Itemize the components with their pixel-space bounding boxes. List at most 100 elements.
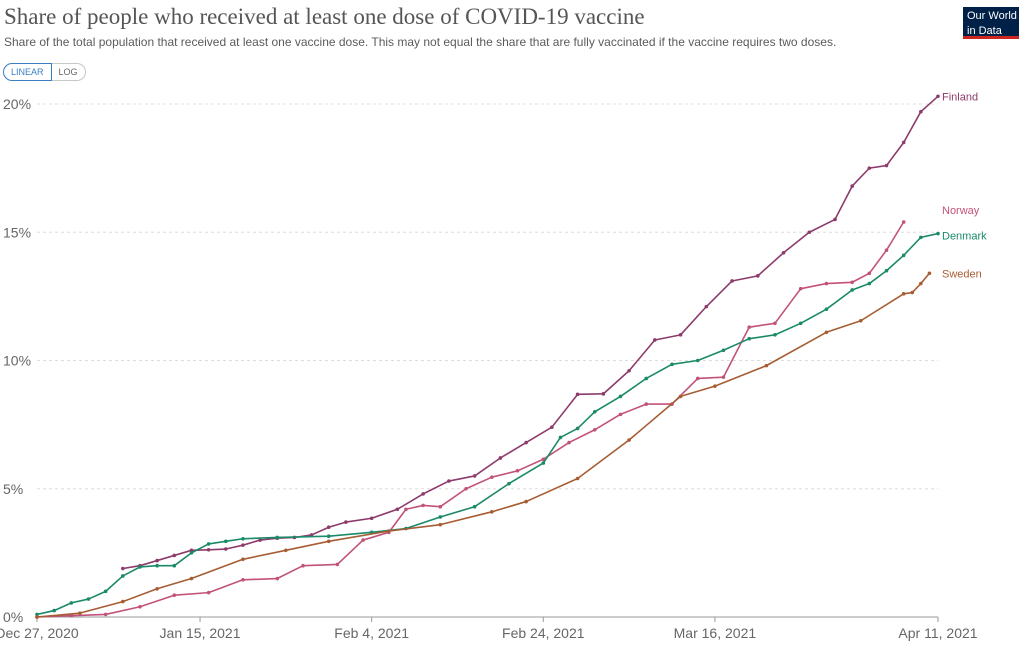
data-point-denmark[interactable]	[575, 426, 580, 431]
data-point-sweden[interactable]	[438, 522, 443, 527]
data-point-norway[interactable]	[241, 578, 245, 582]
data-point-denmark[interactable]	[644, 376, 649, 381]
data-point-denmark[interactable]	[103, 589, 108, 594]
data-point-denmark[interactable]	[850, 288, 854, 292]
data-point-denmark[interactable]	[919, 235, 923, 240]
data-point-norway[interactable]	[515, 468, 520, 473]
data-point-denmark[interactable]	[438, 515, 443, 519]
data-point-finland[interactable]	[155, 558, 159, 563]
data-point-finland[interactable]	[550, 425, 554, 429]
series-label-denmark[interactable]: Denmark	[942, 231, 987, 243]
data-point-finland[interactable]	[524, 440, 528, 445]
data-point-norway[interactable]	[592, 427, 597, 432]
data-point-norway[interactable]	[421, 503, 425, 508]
data-point-finland[interactable]	[730, 279, 734, 283]
data-point-norway[interactable]	[138, 604, 142, 609]
data-point-sweden[interactable]	[189, 576, 194, 581]
data-point-denmark[interactable]	[592, 410, 597, 414]
data-point-finland[interactable]	[627, 368, 631, 373]
data-point-denmark[interactable]	[936, 231, 940, 236]
data-point-denmark[interactable]	[901, 253, 906, 258]
linear-scale-button[interactable]: LINEAR	[3, 63, 52, 81]
data-point-denmark[interactable]	[69, 601, 74, 605]
data-point-denmark[interactable]	[138, 565, 142, 569]
data-point-finland[interactable]	[850, 184, 854, 188]
data-point-finland[interactable]	[575, 392, 580, 397]
data-point-finland[interactable]	[601, 392, 606, 396]
data-point-norway[interactable]	[644, 402, 649, 406]
data-point-denmark[interactable]	[86, 597, 91, 601]
data-point-finland[interactable]	[369, 516, 374, 521]
data-point-denmark[interactable]	[35, 612, 39, 617]
data-point-norway[interactable]	[404, 507, 408, 512]
data-point-denmark[interactable]	[52, 608, 56, 613]
data-point-sweden[interactable]	[35, 615, 39, 619]
data-point-sweden[interactable]	[284, 548, 288, 553]
data-point-finland[interactable]	[472, 474, 477, 478]
data-point-norway[interactable]	[103, 612, 108, 617]
data-point-denmark[interactable]	[558, 435, 563, 440]
data-point-norway[interactable]	[172, 593, 177, 597]
data-point-finland[interactable]	[395, 507, 400, 512]
data-point-finland[interactable]	[678, 333, 683, 337]
data-point-denmark[interactable]	[507, 481, 511, 486]
data-point-denmark[interactable]	[326, 534, 331, 539]
data-point-finland[interactable]	[833, 217, 837, 222]
data-point-denmark[interactable]	[798, 321, 803, 326]
data-point-norway[interactable]	[695, 376, 700, 381]
data-point-finland[interactable]	[807, 230, 812, 235]
data-point-norway[interactable]	[773, 321, 777, 326]
data-point-finland[interactable]	[919, 109, 923, 114]
series-line-denmark[interactable]	[36, 232, 939, 616]
data-point-denmark[interactable]	[721, 348, 726, 353]
data-point-denmark[interactable]	[884, 268, 889, 273]
data-point-denmark[interactable]	[241, 536, 245, 541]
data-point-denmark[interactable]	[773, 333, 777, 337]
data-point-sweden[interactable]	[326, 539, 331, 544]
data-point-sweden[interactable]	[678, 394, 683, 399]
data-point-norway[interactable]	[618, 412, 623, 417]
data-point-finland[interactable]	[172, 553, 177, 558]
data-point-denmark[interactable]	[747, 336, 752, 341]
data-point-denmark[interactable]	[155, 563, 159, 568]
data-point-norway[interactable]	[335, 562, 340, 567]
data-point-finland[interactable]	[447, 479, 451, 483]
data-point-finland[interactable]	[121, 566, 125, 571]
data-point-denmark[interactable]	[824, 307, 829, 312]
data-point-norway[interactable]	[301, 563, 305, 568]
data-point-denmark[interactable]	[223, 539, 228, 544]
data-point-sweden[interactable]	[155, 586, 159, 591]
data-point-finland[interactable]	[344, 520, 348, 524]
data-point-norway[interactable]	[541, 457, 546, 462]
data-point-sweden[interactable]	[78, 611, 82, 615]
data-point-sweden[interactable]	[919, 281, 923, 286]
data-point-denmark[interactable]	[275, 535, 280, 540]
data-point-denmark[interactable]	[670, 362, 674, 367]
data-point-norway[interactable]	[275, 576, 280, 581]
data-point-finland[interactable]	[223, 547, 228, 551]
data-point-norway[interactable]	[206, 590, 211, 595]
series-line-finland[interactable]	[122, 95, 939, 570]
data-point-finland[interactable]	[884, 163, 889, 168]
data-point-finland[interactable]	[258, 538, 262, 542]
series-label-norway[interactable]: Norway	[942, 205, 980, 217]
data-point-finland[interactable]	[326, 525, 331, 530]
data-point-denmark[interactable]	[695, 358, 700, 363]
data-point-sweden[interactable]	[824, 330, 829, 335]
data-point-denmark[interactable]	[206, 542, 211, 546]
series-label-finland[interactable]: Finland	[942, 91, 978, 103]
data-point-norway[interactable]	[361, 538, 365, 542]
data-point-norway[interactable]	[567, 440, 571, 445]
data-point-sweden[interactable]	[524, 499, 528, 504]
data-point-norway[interactable]	[798, 286, 803, 291]
data-point-finland[interactable]	[901, 140, 906, 145]
data-point-norway[interactable]	[489, 475, 494, 480]
data-point-denmark[interactable]	[541, 461, 546, 465]
data-point-finland[interactable]	[189, 548, 194, 553]
data-point-finland[interactable]	[206, 547, 211, 552]
data-point-sweden[interactable]	[764, 363, 769, 368]
data-point-norway[interactable]	[901, 220, 906, 224]
data-point-norway[interactable]	[721, 375, 726, 379]
data-point-finland[interactable]	[653, 338, 657, 342]
data-point-norway[interactable]	[438, 504, 443, 509]
